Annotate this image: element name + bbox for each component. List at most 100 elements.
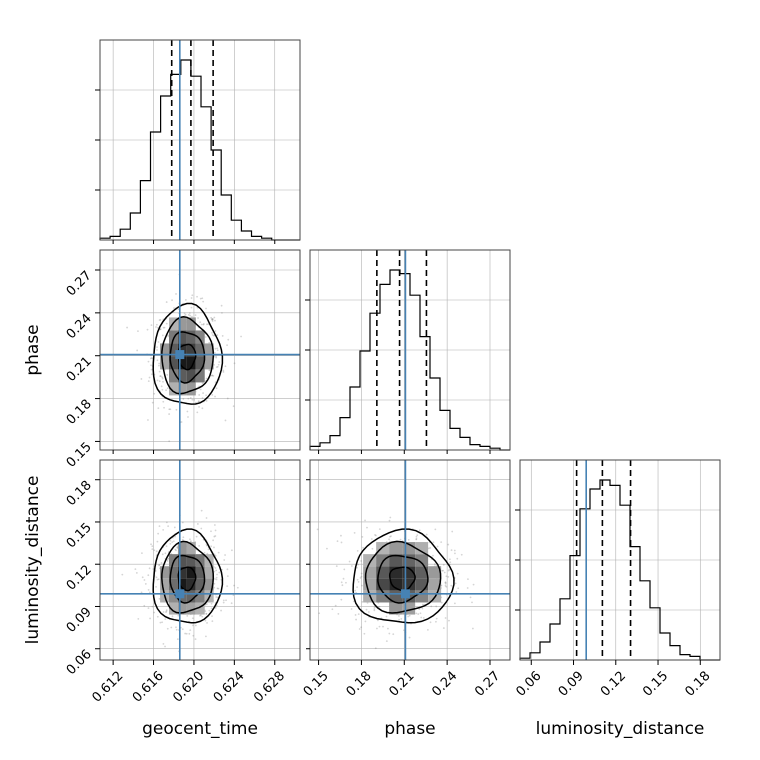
scatter-point xyxy=(148,376,151,379)
scatter-point xyxy=(196,523,199,525)
scatter-point xyxy=(153,392,156,395)
scatter-point xyxy=(192,634,195,637)
density-cell xyxy=(169,382,178,396)
scatter-point xyxy=(466,587,469,589)
scatter-point xyxy=(134,568,137,571)
scatter-point xyxy=(151,548,154,551)
scatter-point xyxy=(189,538,191,541)
scatter-point xyxy=(449,561,452,564)
scatter-point xyxy=(147,360,150,363)
scatter-point xyxy=(200,323,203,326)
scatter-point xyxy=(151,545,154,548)
scatter-point xyxy=(426,628,429,631)
scatter-point xyxy=(221,311,223,314)
truth-marker xyxy=(175,589,185,599)
scatter-point xyxy=(150,324,153,327)
scatter-point xyxy=(373,608,376,610)
scatter-point xyxy=(207,548,210,551)
scatter-point xyxy=(156,379,159,382)
scatter-point xyxy=(213,535,216,538)
scatter-point xyxy=(211,318,214,321)
scatter-point xyxy=(181,538,184,541)
scatter-point xyxy=(360,572,363,575)
scatter-point xyxy=(159,375,162,378)
scatter-point xyxy=(156,359,159,362)
x-tick-label-luminosity_distance: 0.09 xyxy=(556,669,587,700)
scatter-point xyxy=(205,377,208,380)
scatter-point xyxy=(165,389,167,392)
density-cell xyxy=(177,542,187,555)
scatter-point xyxy=(191,398,194,401)
scatter-point xyxy=(220,609,222,612)
scatter-point xyxy=(144,583,147,585)
scatter-point xyxy=(233,584,236,587)
scatter-point xyxy=(226,397,229,400)
scatter-point xyxy=(353,531,356,534)
scatter-point xyxy=(365,608,368,611)
scatter-point xyxy=(201,382,204,385)
scatter-point xyxy=(204,619,207,622)
scatter-point xyxy=(183,312,186,315)
scatter-point xyxy=(336,540,339,543)
density-cell xyxy=(195,602,205,615)
scatter-point xyxy=(173,526,176,529)
density-cell xyxy=(177,382,187,396)
scatter-point xyxy=(422,617,425,619)
scatter-point xyxy=(159,318,162,321)
scatter-point xyxy=(210,530,212,533)
scatter-point xyxy=(198,394,201,396)
scatter-point xyxy=(176,638,179,641)
x-axis-label-luminosity-distance: luminosity_distance xyxy=(536,719,705,739)
scatter-point xyxy=(147,607,150,610)
scatter-point xyxy=(360,560,363,562)
scatter-point xyxy=(205,394,208,397)
density-cell xyxy=(415,542,429,555)
scatter-point xyxy=(198,400,201,403)
scatter-point xyxy=(378,605,381,608)
scatter-point xyxy=(165,521,168,524)
scatter-point xyxy=(155,576,158,579)
scatter-point xyxy=(233,362,236,365)
scatter-point xyxy=(175,293,177,295)
scatter-point xyxy=(188,312,191,314)
scatter-point xyxy=(159,375,161,378)
scatter-point xyxy=(155,323,158,326)
scatter-point xyxy=(215,366,218,368)
scatter-point xyxy=(205,612,208,615)
scatter-point xyxy=(155,326,157,328)
x-tick-label-luminosity_distance: 0.12 xyxy=(598,669,629,700)
scatter-point xyxy=(155,585,157,588)
scatter-point xyxy=(408,636,411,639)
density-cell xyxy=(195,578,205,591)
scatter-point xyxy=(204,336,207,338)
scatter-point xyxy=(182,536,185,539)
scatter-point xyxy=(161,388,164,391)
scatter-point xyxy=(170,626,173,629)
scatter-point xyxy=(213,316,216,319)
quantile-layer xyxy=(170,40,632,660)
scatter-point xyxy=(151,605,154,608)
scatter-point xyxy=(184,299,187,301)
scatter-point xyxy=(181,628,184,631)
y-tick-label-phase: 0.15 xyxy=(64,440,95,471)
scatter-point xyxy=(367,611,370,613)
scatter-point xyxy=(212,539,215,542)
scatter-point xyxy=(143,579,146,581)
scatter-point xyxy=(199,388,202,391)
scatter-point xyxy=(335,565,338,568)
scatter-point xyxy=(146,328,149,331)
scatter-point xyxy=(456,557,459,560)
scatter-point xyxy=(444,581,447,584)
scatter-point xyxy=(136,349,139,352)
scatter-point xyxy=(201,297,204,300)
scatter-point xyxy=(141,552,143,555)
scatter-point xyxy=(454,552,456,555)
scatter-point xyxy=(373,609,376,612)
density-cell xyxy=(160,343,170,357)
scatter-point xyxy=(341,584,344,587)
scatter-point xyxy=(216,334,219,336)
contour-level-1 xyxy=(169,554,206,604)
scatter-point xyxy=(194,638,197,641)
contour-level-2 xyxy=(364,540,442,614)
scatter-point xyxy=(376,627,378,630)
